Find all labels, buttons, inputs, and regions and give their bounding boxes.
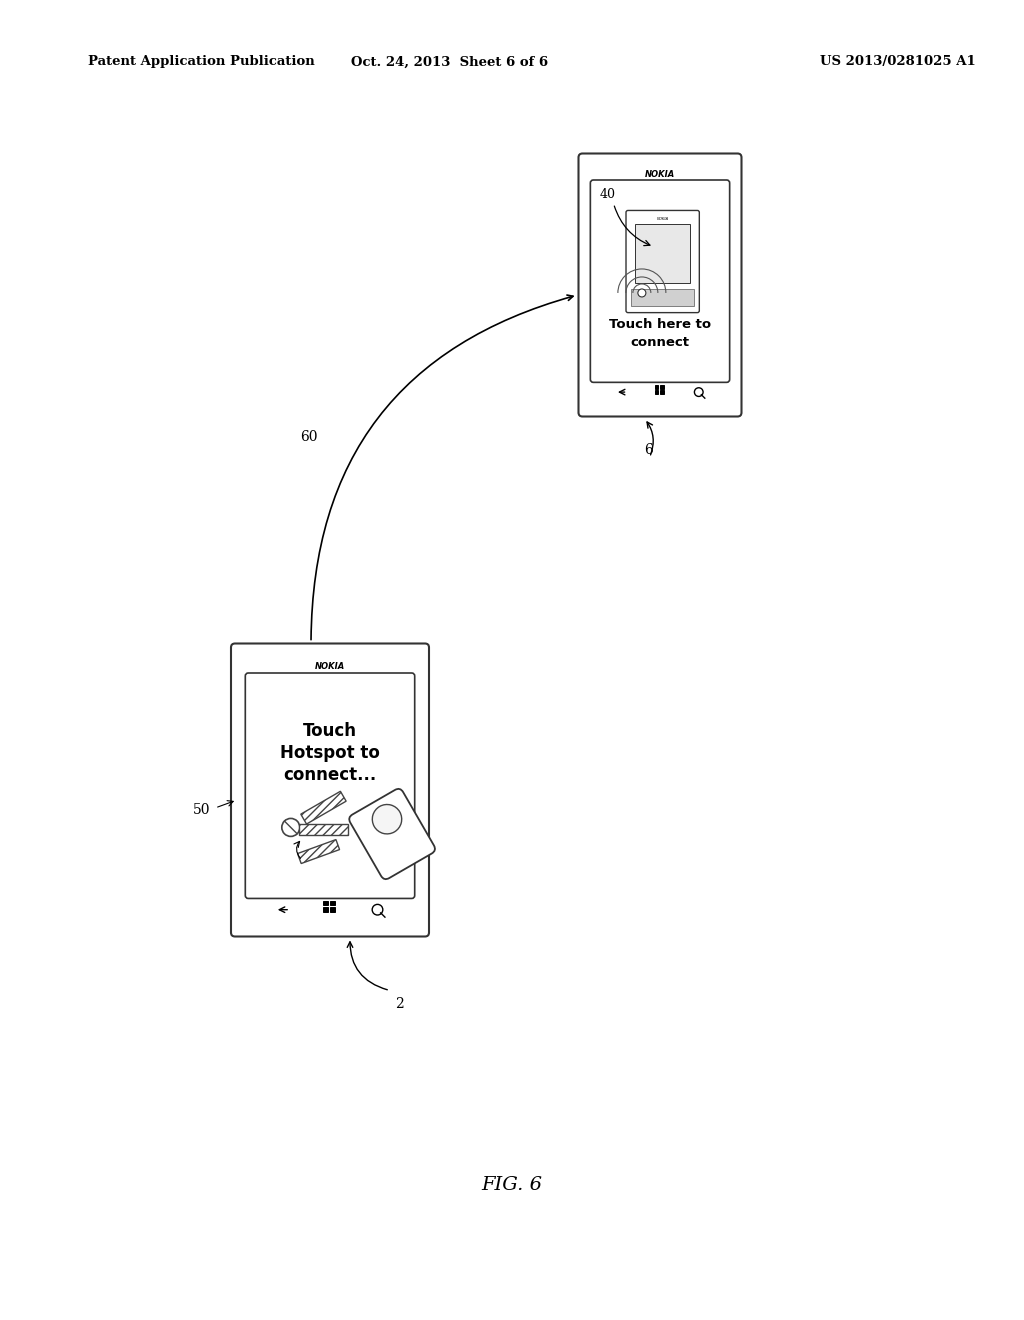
Circle shape xyxy=(694,388,703,396)
Text: Touch here to: Touch here to xyxy=(609,318,711,331)
Bar xyxy=(635,224,690,282)
Text: US 2013/0281025 A1: US 2013/0281025 A1 xyxy=(820,55,976,69)
Bar xyxy=(330,907,335,912)
Text: Oct. 24, 2013  Sheet 6 of 6: Oct. 24, 2013 Sheet 6 of 6 xyxy=(351,55,549,69)
Text: 6: 6 xyxy=(644,442,653,457)
Bar xyxy=(324,900,328,906)
Bar xyxy=(324,907,328,912)
Text: Touch: Touch xyxy=(303,722,357,741)
Bar xyxy=(632,289,694,306)
Circle shape xyxy=(372,904,383,915)
FancyBboxPatch shape xyxy=(579,153,741,417)
Bar xyxy=(660,384,664,388)
Text: 2: 2 xyxy=(395,998,403,1011)
Polygon shape xyxy=(301,791,346,824)
Text: 40: 40 xyxy=(600,187,615,201)
FancyBboxPatch shape xyxy=(591,180,730,383)
Text: 50: 50 xyxy=(193,803,211,817)
FancyBboxPatch shape xyxy=(246,673,415,899)
Bar xyxy=(654,384,658,388)
Bar xyxy=(660,391,664,395)
Text: NOKIA: NOKIA xyxy=(656,218,669,222)
Circle shape xyxy=(282,818,300,837)
Text: Hotspot to: Hotspot to xyxy=(280,744,380,762)
Bar xyxy=(330,900,335,906)
Text: NOKIA: NOKIA xyxy=(314,661,345,671)
Circle shape xyxy=(638,289,646,297)
Polygon shape xyxy=(299,824,348,836)
Text: NOKIA: NOKIA xyxy=(645,169,675,178)
FancyBboxPatch shape xyxy=(231,644,429,936)
Text: connect: connect xyxy=(631,335,689,348)
Polygon shape xyxy=(298,840,340,863)
Text: Patent Application Publication: Patent Application Publication xyxy=(88,55,314,69)
FancyBboxPatch shape xyxy=(626,210,699,313)
FancyBboxPatch shape xyxy=(349,789,435,879)
Text: FIG. 6: FIG. 6 xyxy=(481,1176,543,1195)
Bar xyxy=(654,391,658,395)
Circle shape xyxy=(373,804,401,834)
Text: 60: 60 xyxy=(300,430,317,444)
Text: connect...: connect... xyxy=(284,766,377,784)
